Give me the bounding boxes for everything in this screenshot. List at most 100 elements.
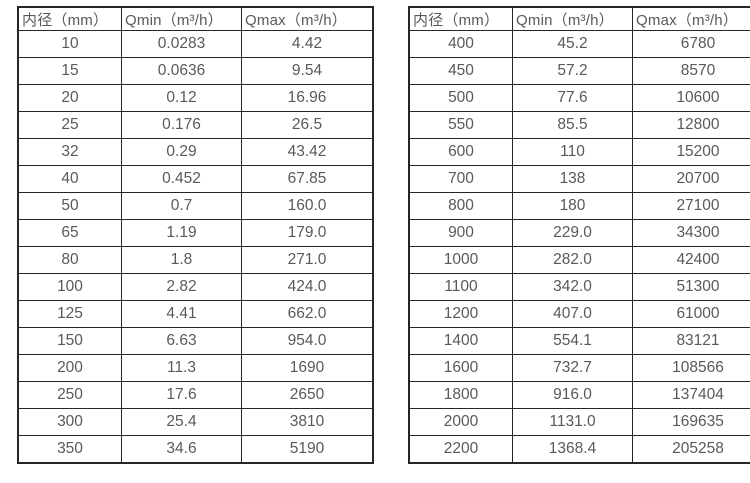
table-cell: 17.6 <box>121 381 242 409</box>
table-cell: 169635 <box>632 408 750 436</box>
table-row: 350 34.6 5190 <box>17 435 374 464</box>
column-header: 内径（mm） <box>408 6 513 31</box>
column-header: Qmin（m³/h） <box>121 6 242 31</box>
table-cell: 108566 <box>632 354 750 382</box>
table-cell: 350 <box>17 435 122 464</box>
table-cell: 25 <box>17 111 122 139</box>
table-cell: 342.0 <box>512 273 633 301</box>
table-row: 15 0.0636 9.54 <box>17 57 374 85</box>
table-cell: 205258 <box>632 435 750 464</box>
table-cell: 20 <box>17 84 122 112</box>
table-cell: 27100 <box>632 192 750 220</box>
table-row: 150 6.63 954.0 <box>17 327 374 355</box>
table-row: 800 180 27100 <box>408 192 750 220</box>
table-cell: 11.3 <box>121 354 242 382</box>
table-row: 2000 1131.0 169635 <box>408 408 750 436</box>
table-row: 700 138 20700 <box>408 165 750 193</box>
table-cell: 300 <box>17 408 122 436</box>
table-row: 20 0.12 16.96 <box>17 84 374 112</box>
table-cell: 1400 <box>408 327 513 355</box>
table-cell: 407.0 <box>512 300 633 328</box>
table-row: 1200 407.0 61000 <box>408 300 750 328</box>
table-cell: 25.4 <box>121 408 242 436</box>
table-cell: 10 <box>17 30 122 58</box>
table-cell: 3810 <box>241 408 374 436</box>
table-cell: 450 <box>408 57 513 85</box>
table-cell: 15200 <box>632 138 750 166</box>
table-cell: 424.0 <box>241 273 374 301</box>
table-cell: 400 <box>408 30 513 58</box>
table-cell: 0.12 <box>121 84 242 112</box>
table-row: 400 45.2 6780 <box>408 30 750 58</box>
table-cell: 125 <box>17 300 122 328</box>
table-row: 600 110 15200 <box>408 138 750 166</box>
table-row: 300 25.4 3810 <box>17 408 374 436</box>
table-cell: 45.2 <box>512 30 633 58</box>
table-cell: 83121 <box>632 327 750 355</box>
table-cell: 32 <box>17 138 122 166</box>
table-row: 125 4.41 662.0 <box>17 300 374 328</box>
table-row: 550 85.5 12800 <box>408 111 750 139</box>
table-cell: 77.6 <box>512 84 633 112</box>
table-cell: 0.0283 <box>121 30 242 58</box>
table-cell: 2200 <box>408 435 513 464</box>
table-cell: 1368.4 <box>512 435 633 464</box>
table-cell: 662.0 <box>241 300 374 328</box>
table-cell: 65 <box>17 219 122 247</box>
table-cell: 271.0 <box>241 246 374 274</box>
table-cell: 2650 <box>241 381 374 409</box>
table-cell: 34300 <box>632 219 750 247</box>
table-cell: 100 <box>17 273 122 301</box>
table-cell: 1600 <box>408 354 513 382</box>
table-cell: 40 <box>17 165 122 193</box>
table-row: 500 77.6 10600 <box>408 84 750 112</box>
table-row: 32 0.29 43.42 <box>17 138 374 166</box>
table-cell: 180 <box>512 192 633 220</box>
tables-container: 内径（mm） Qmin（m³/h） Qmax（m³/h） 10 0.0283 4.42 15… <box>17 6 750 464</box>
table-row: 1400 554.1 83121 <box>408 327 750 355</box>
table-cell: 732.7 <box>512 354 633 382</box>
table-cell: 80 <box>17 246 122 274</box>
table-cell: 26.5 <box>241 111 374 139</box>
table-cell: 550 <box>408 111 513 139</box>
table-cell: 554.1 <box>512 327 633 355</box>
table-row: 250 17.6 2650 <box>17 381 374 409</box>
table-cell: 10600 <box>632 84 750 112</box>
table-cell: 600 <box>408 138 513 166</box>
table-row: 25 0.176 26.5 <box>17 111 374 139</box>
table-row: 200 11.3 1690 <box>17 354 374 382</box>
table-cell: 1131.0 <box>512 408 633 436</box>
table-cell: 50 <box>17 192 122 220</box>
table-row: 10 0.0283 4.42 <box>17 30 374 58</box>
table-cell: 229.0 <box>512 219 633 247</box>
table-cell: 138 <box>512 165 633 193</box>
table-cell: 800 <box>408 192 513 220</box>
table-cell: 61000 <box>632 300 750 328</box>
column-header: 内径（mm） <box>17 6 122 31</box>
table-row: 100 2.82 424.0 <box>17 273 374 301</box>
table-cell: 67.85 <box>241 165 374 193</box>
table-cell: 160.0 <box>241 192 374 220</box>
table-cell: 1800 <box>408 381 513 409</box>
column-header: Qmax（m³/h） <box>632 6 750 31</box>
table-cell: 150 <box>17 327 122 355</box>
table-row: 2200 1368.4 205258 <box>408 435 750 464</box>
column-header: Qmin（m³/h） <box>512 6 633 31</box>
table-cell: 51300 <box>632 273 750 301</box>
table-cell: 0.176 <box>121 111 242 139</box>
table-cell: 1100 <box>408 273 513 301</box>
table-cell: 282.0 <box>512 246 633 274</box>
table-cell: 0.29 <box>121 138 242 166</box>
column-header: Qmax（m³/h） <box>241 6 374 31</box>
table-cell: 8570 <box>632 57 750 85</box>
table-cell: 43.42 <box>241 138 374 166</box>
table-cell: 57.2 <box>512 57 633 85</box>
table-cell: 1690 <box>241 354 374 382</box>
table-cell: 0.7 <box>121 192 242 220</box>
table-cell: 500 <box>408 84 513 112</box>
table-cell: 16.96 <box>241 84 374 112</box>
table-cell: 137404 <box>632 381 750 409</box>
table-cell: 110 <box>512 138 633 166</box>
table-cell: 954.0 <box>241 327 374 355</box>
